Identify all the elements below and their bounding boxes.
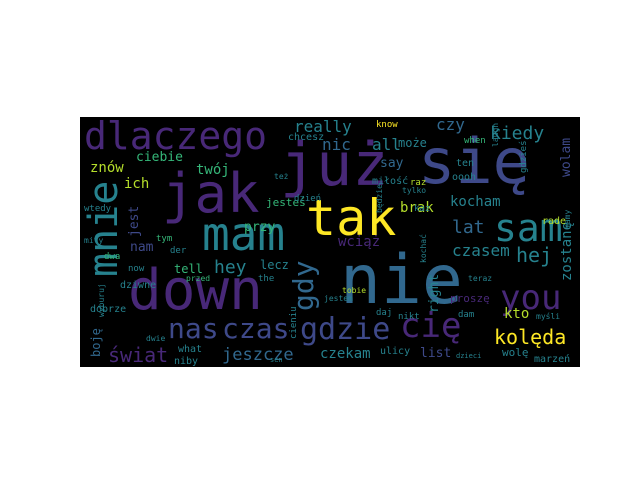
word-wolam: wolam <box>559 137 574 177</box>
word-mamy: mamy <box>563 209 572 229</box>
word-when: when <box>464 136 486 146</box>
word-przed: przed <box>186 274 211 283</box>
word-tym: tym <box>156 234 173 244</box>
word-wtedy: wtedy <box>84 204 112 214</box>
word-tak: tak <box>306 189 397 247</box>
word-sie: się <box>418 125 530 198</box>
word-kto: kto <box>504 306 530 322</box>
word-bedzie: będzie <box>375 184 384 213</box>
word-hej: hej <box>516 243 553 267</box>
word-znow: znów <box>90 160 124 176</box>
word-nam: nam <box>130 240 154 255</box>
word-wole: wolę <box>502 346 529 359</box>
word-gdy: gdy <box>287 260 320 311</box>
word-dam: dam <box>458 310 475 320</box>
word-dziwne: dziwne <box>120 280 157 291</box>
word-brak: brak <box>400 200 434 216</box>
word-kaz: kaz <box>414 204 431 214</box>
word-marzen: marzeń <box>534 354 571 365</box>
word-lat: lat <box>452 217 485 238</box>
word-all: all <box>372 135 401 154</box>
word-swiat: świat <box>108 343 169 367</box>
word-wyburuj: wyburuj <box>97 283 106 317</box>
word-koleda: kolęda <box>494 325 567 349</box>
word-nic: nic <box>322 135 351 154</box>
word-oooh: oooh <box>452 172 477 183</box>
word-right: right <box>427 273 442 313</box>
word-dzien: dzień <box>294 194 322 204</box>
word-przy: przy <box>244 220 276 235</box>
word-tobie: tobie <box>342 286 367 295</box>
word-dwie: dwie <box>146 334 166 343</box>
word-tez: też <box>274 172 289 181</box>
word-juz: już <box>280 130 389 200</box>
word-zostane: zostanę <box>559 221 575 281</box>
word-mnie: mnie <box>81 180 127 277</box>
word-jestem: jestem <box>324 294 353 303</box>
word-teraz: teraz <box>468 274 493 283</box>
word-jak: jak <box>162 162 260 225</box>
word-sam: sam <box>494 206 563 250</box>
word-gdzies: gdzieś <box>519 140 529 173</box>
word-the: the <box>258 274 275 284</box>
word-wciaz: wciąż <box>338 234 381 250</box>
word-ciebie: ciebie <box>136 150 183 165</box>
word-really: really <box>294 117 352 136</box>
word-gdzie: gdzie <box>300 312 391 347</box>
word-rade: rade <box>542 216 567 227</box>
word-you: you <box>500 278 562 318</box>
word-mity: mity <box>84 236 104 245</box>
word-know: know <box>376 120 398 130</box>
word-raz: raz <box>410 178 427 188</box>
word-tylko: tylko <box>402 186 427 195</box>
word-what: what <box>178 344 203 355</box>
word-dobrze: dobrze <box>90 304 127 315</box>
word-moze: może <box>398 136 427 150</box>
word-ten: ten <box>456 158 475 169</box>
word-now: now <box>128 264 145 274</box>
word-tell: tell <box>174 262 203 276</box>
word-boje: boję <box>89 328 103 357</box>
word-milosc: miłość <box>372 176 409 187</box>
word-daj: daj <box>376 308 393 318</box>
word-jest: jest <box>127 205 142 237</box>
word-der: der <box>170 246 187 256</box>
word-say: say <box>380 156 404 171</box>
word-mam: mam <box>202 207 286 261</box>
word-jeszcze: jeszcze <box>222 345 294 365</box>
word-hey: hey <box>214 257 247 278</box>
word-czasem: czasem <box>452 241 510 260</box>
word-cloud: nie się już tak jak down mam dlaczego mn… <box>80 117 580 367</box>
word-nikt: nikt <box>398 312 420 322</box>
word-czekam: czekam <box>320 346 371 362</box>
word-ich: ich <box>124 176 150 192</box>
word-nas: nas <box>168 312 219 345</box>
word-czas: czas <box>222 312 290 345</box>
word-nie: nie <box>340 241 463 320</box>
word-twoj: twój <box>196 162 230 178</box>
word-cieniu: cieniu <box>289 306 299 339</box>
word-cie: cię <box>400 306 462 346</box>
word-kocham: kocham <box>450 194 501 210</box>
word-lecz: lecz <box>260 258 289 272</box>
word-dwa: dwa <box>104 252 121 262</box>
word-down: down <box>128 258 263 323</box>
word-dzieci: dzieci <box>456 352 482 360</box>
word-mysli: myśli <box>536 312 561 321</box>
word-laugh: laugh <box>491 122 500 147</box>
word-dlaczego: dlaczego <box>84 117 268 158</box>
word-jestes: jesteś <box>266 196 306 209</box>
word-czy: czy <box>436 117 465 134</box>
word-chcesz: chcesz <box>288 132 325 143</box>
word-sen: sen <box>270 356 283 364</box>
word-niby: niby <box>174 356 199 367</box>
word-kochac: kochać <box>419 234 428 263</box>
word-list: list <box>420 346 452 361</box>
word-kiedy: kiedy <box>490 123 545 144</box>
word-ulicy: ulicy <box>380 346 411 357</box>
word-prosze: proszę <box>450 292 490 305</box>
